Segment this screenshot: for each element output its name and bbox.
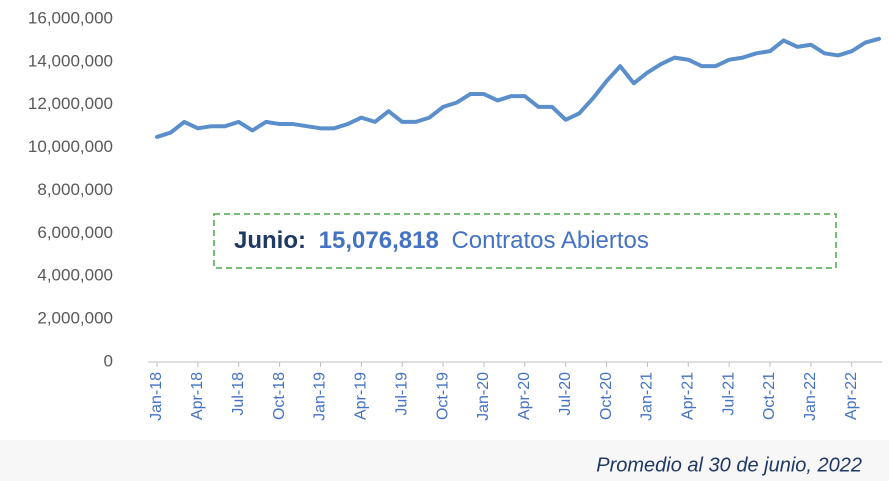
y-tick-label: 10,000,000 xyxy=(28,137,113,156)
y-tick-label: 8,000,000 xyxy=(37,180,113,199)
x-tick-label: Jan-18 xyxy=(148,372,165,421)
x-tick-label: Oct-21 xyxy=(761,372,778,420)
footer-band xyxy=(0,440,889,481)
annotation-text: Contratos Abiertos xyxy=(451,227,648,254)
x-tick-label: Jan-20 xyxy=(475,372,492,421)
y-tick-label: 6,000,000 xyxy=(37,223,113,242)
x-tick-label: Apr-19 xyxy=(353,372,370,420)
x-tick-label: Jul-18 xyxy=(230,372,247,416)
x-tick-label: Jul-19 xyxy=(393,372,410,416)
x-tick-label: Jul-21 xyxy=(720,372,737,416)
annotation-value: 15,076,818 xyxy=(319,227,439,254)
y-tick-label: 4,000,000 xyxy=(37,266,113,285)
x-tick-label: Oct-19 xyxy=(434,372,451,420)
x-tick-label: Jan-19 xyxy=(312,372,329,421)
annotation-label: Junio: xyxy=(234,227,306,254)
y-tick-label: 0 xyxy=(104,351,113,370)
x-tick-label: Oct-18 xyxy=(271,372,288,420)
x-tick-label: Jul-20 xyxy=(557,372,574,416)
x-tick-label: Apr-22 xyxy=(843,372,860,420)
x-tick-label: Apr-21 xyxy=(680,372,697,420)
footnote: Promedio al 30 de junio, 2022 xyxy=(596,454,862,476)
x-tick-label: Jan-21 xyxy=(639,372,656,421)
x-tick-label: Apr-20 xyxy=(516,372,533,420)
y-tick-label: 12,000,000 xyxy=(28,94,113,113)
y-tick-label: 14,000,000 xyxy=(28,51,113,70)
x-tick-label: Oct-20 xyxy=(598,372,615,420)
annotation-box xyxy=(213,213,837,269)
data-line xyxy=(155,36,881,139)
annotation: Junio: 15,076,818 Contratos Abiertos xyxy=(234,227,649,254)
y-tick-label: 2,000,000 xyxy=(37,309,113,328)
x-tick-label: Apr-18 xyxy=(189,372,206,420)
y-tick-label: 16,000,000 xyxy=(28,8,113,27)
x-tick-label: Jan-22 xyxy=(802,372,819,421)
